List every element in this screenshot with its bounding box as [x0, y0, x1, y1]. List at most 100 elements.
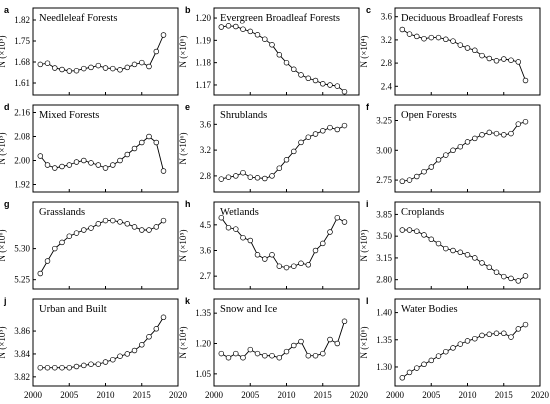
y-axis-label: N (×10⁶): [178, 133, 188, 165]
panel-a: a Needleleaf Forests N (×10⁵) 1.82 1.75 1.68 1…: [0, 5, 179, 96]
data-point: [312, 352, 319, 359]
series-line: [39, 135, 164, 172]
y-axis-label: N (×10⁶): [359, 327, 369, 359]
data-point: [515, 326, 522, 332]
data-point: [102, 359, 109, 365]
data-point: [52, 245, 58, 252]
data-point: [399, 26, 406, 33]
y-tick-label: 3.00: [376, 145, 392, 155]
data-point: [327, 124, 333, 131]
x-tick-label: 2020: [350, 390, 369, 400]
panel-title: Water Bodies: [401, 304, 458, 315]
data-point: [320, 81, 326, 87]
data-point: [95, 62, 102, 69]
series-line: [402, 121, 526, 182]
data-point: [160, 168, 167, 174]
panel-g: g Grasslands N (×10⁶) 5.30 5.25: [0, 199, 179, 290]
data-point: [479, 332, 485, 339]
y-tick-label: 5.30: [14, 244, 30, 254]
y-tick-label: 1.35: [376, 335, 392, 345]
data-point: [334, 83, 341, 89]
data-point: [515, 121, 522, 127]
data-point: [81, 65, 87, 72]
panel-title: Deciduous Broadleaf Forests: [401, 13, 523, 24]
panel-title: Open Forests: [401, 110, 457, 121]
data-point: [443, 36, 449, 43]
panel-title: Evergreen Broadleaf Forests: [220, 13, 340, 24]
series-line: [402, 324, 526, 379]
panel-letter: g: [4, 199, 10, 209]
data-point: [218, 350, 225, 357]
data-point: [37, 61, 44, 68]
data-point: [262, 175, 268, 182]
data-point: [522, 321, 529, 328]
y-axis-label: N (×10⁶): [0, 230, 7, 262]
data-point: [501, 132, 507, 138]
x-tick-label: 2005: [422, 390, 441, 400]
data-point: [522, 77, 529, 84]
y-tick-label: 1.68: [14, 57, 30, 67]
data-point: [102, 217, 109, 224]
data-point: [95, 162, 102, 168]
data-point: [117, 353, 123, 359]
data-point: [218, 176, 225, 182]
data-point: [435, 353, 442, 359]
y-tick-label: 1.20: [195, 339, 211, 349]
data-point: [327, 82, 333, 88]
y-tick-label: 3.6: [381, 12, 393, 22]
data-point: [486, 331, 493, 338]
data-point: [320, 240, 326, 247]
data-point: [102, 165, 109, 171]
data-point: [131, 61, 138, 68]
y-axis-label: N (×10⁴): [359, 36, 369, 68]
data-point: [305, 75, 312, 82]
panel-f: f Open Forests 3.25 3.00 2.75: [366, 102, 541, 193]
series-line: [402, 29, 526, 81]
data-point: [254, 350, 261, 357]
data-point: [37, 153, 44, 159]
data-point: [435, 34, 442, 41]
data-point: [486, 129, 493, 136]
data-point: [218, 214, 225, 221]
data-point: [406, 31, 413, 37]
y-tick-label: 2.16: [14, 108, 30, 118]
data-point: [66, 68, 73, 74]
data-point: [421, 168, 427, 175]
data-point: [312, 247, 319, 254]
data-point: [406, 227, 413, 233]
y-axis-label: N (×10⁵): [0, 327, 7, 359]
data-point: [95, 221, 102, 227]
panel-title: Needleleaf Forests: [39, 13, 117, 24]
data-point: [479, 52, 485, 59]
y-tick-label: 2.4: [381, 81, 393, 91]
data-point: [269, 173, 275, 179]
y-tick-label: 2.00: [14, 156, 30, 166]
y-tick-label: 2.8: [381, 58, 393, 68]
data-point: [283, 264, 290, 271]
series-line: [402, 229, 526, 282]
data-point: [88, 225, 94, 231]
data-point: [117, 157, 123, 164]
data-point: [225, 23, 232, 29]
y-tick-label: 1.61: [14, 78, 30, 88]
y-tick-label: 3.85: [376, 209, 392, 219]
panel-title: Urban and Built: [39, 304, 107, 315]
data-point: [298, 139, 304, 146]
data-point: [421, 361, 427, 368]
data-point: [59, 364, 65, 371]
data-point: [117, 219, 123, 225]
data-point: [320, 350, 326, 357]
y-tick-label: 1.40: [376, 308, 392, 318]
y-tick-label: 1.82: [14, 15, 30, 25]
data-point: [66, 162, 73, 168]
series-line: [39, 220, 164, 274]
data-point: [305, 262, 312, 268]
data-point: [276, 354, 283, 361]
data-point: [464, 45, 471, 51]
y-tick-label: 3.6: [200, 245, 212, 255]
data-point: [218, 24, 225, 30]
data-point: [341, 318, 348, 325]
data-point: [399, 178, 406, 185]
panel-title: Snow and Ice: [220, 304, 277, 315]
data-point: [283, 157, 290, 163]
